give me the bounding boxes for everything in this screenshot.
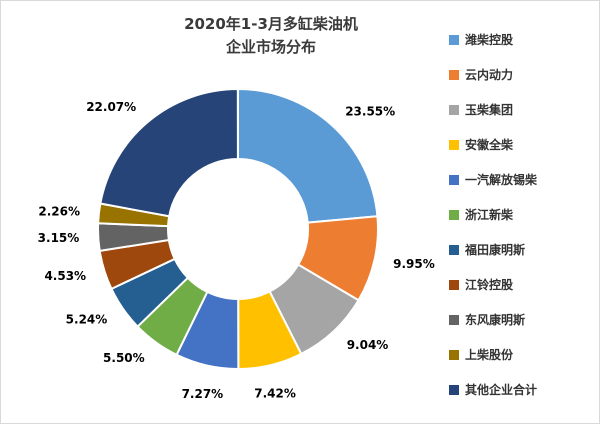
- legend-swatch-icon: [449, 349, 459, 360]
- slice-label: 3.15%: [38, 231, 80, 245]
- legend-swatch-icon: [449, 174, 459, 185]
- chart-legend: 潍柴控股云内动力玉柴集团安徽全柴一汽解放锡柴 浙江新柴福田康明斯江铃控股东风康明斯…: [449, 31, 537, 398]
- slice-label: 4.53%: [44, 269, 86, 283]
- legend-item: 江铃控股: [449, 276, 537, 293]
- legend-label: 江铃控股: [465, 278, 514, 292]
- legend-swatch-icon: [449, 279, 459, 290]
- slice-label: 2.26%: [38, 204, 80, 218]
- legend-item: 福田康明斯: [449, 241, 537, 258]
- slice-label: 5.24%: [66, 313, 108, 327]
- legend-swatch-icon: [449, 139, 459, 150]
- legend-item: 一汽解放锡柴: [449, 171, 537, 188]
- legend-label: 浙江新柴: [465, 208, 514, 222]
- legend-label: 安徽全柴: [465, 138, 514, 152]
- legend-item: 上柴股份: [449, 346, 537, 363]
- slice-label: 9.95%: [393, 257, 435, 271]
- slice-label: 22.07%: [86, 100, 136, 114]
- legend-swatch-icon: [449, 384, 459, 395]
- chart-title-line1: 2020年1-3月多缸柴油机: [184, 15, 358, 33]
- legend-label: 玉柴集团: [465, 103, 514, 117]
- legend-item: 玉柴集团: [449, 101, 537, 118]
- slice-label: 7.42%: [254, 387, 296, 401]
- slice-label: 5.50%: [103, 351, 145, 365]
- legend-label: 潍柴控股: [465, 33, 514, 47]
- legend-swatch-icon: [449, 104, 459, 115]
- legend-swatch-icon: [449, 314, 459, 325]
- legend-label: 东风康明斯: [465, 313, 526, 327]
- legend-label: 其他企业合计: [465, 383, 538, 397]
- legend-label: 云内动力: [465, 68, 514, 82]
- legend-item: 浙江新柴: [449, 206, 537, 223]
- legend-label: 一汽解放锡柴: [465, 173, 538, 187]
- chart-title: 2020年1-3月多缸柴油机 企业市场分布: [61, 13, 481, 60]
- legend-item: 东风康明斯: [449, 311, 537, 328]
- slice-label: 23.55%: [345, 105, 395, 119]
- legend-item: 安徽全柴: [449, 136, 537, 153]
- pie-slice-潍柴控股: [237, 87, 379, 224]
- legend-swatch-icon: [449, 209, 459, 220]
- legend-swatch-icon: [449, 34, 459, 45]
- chart-title-line2: 企业市场分布: [225, 38, 316, 57]
- legend-swatch-icon: [449, 69, 459, 80]
- slice-label: 7.27%: [182, 387, 224, 401]
- pie-slice-其他企业合计: [99, 87, 239, 218]
- slice-label: 9.04%: [347, 338, 389, 352]
- legend-swatch-icon: [449, 244, 459, 255]
- legend-item: 其他企业合计: [449, 381, 537, 398]
- legend-item: 潍柴控股: [449, 31, 537, 48]
- legend-item: 云内动力: [449, 66, 537, 83]
- legend-label: 上柴股份: [465, 348, 514, 362]
- legend-label: 福田康明斯: [465, 243, 526, 257]
